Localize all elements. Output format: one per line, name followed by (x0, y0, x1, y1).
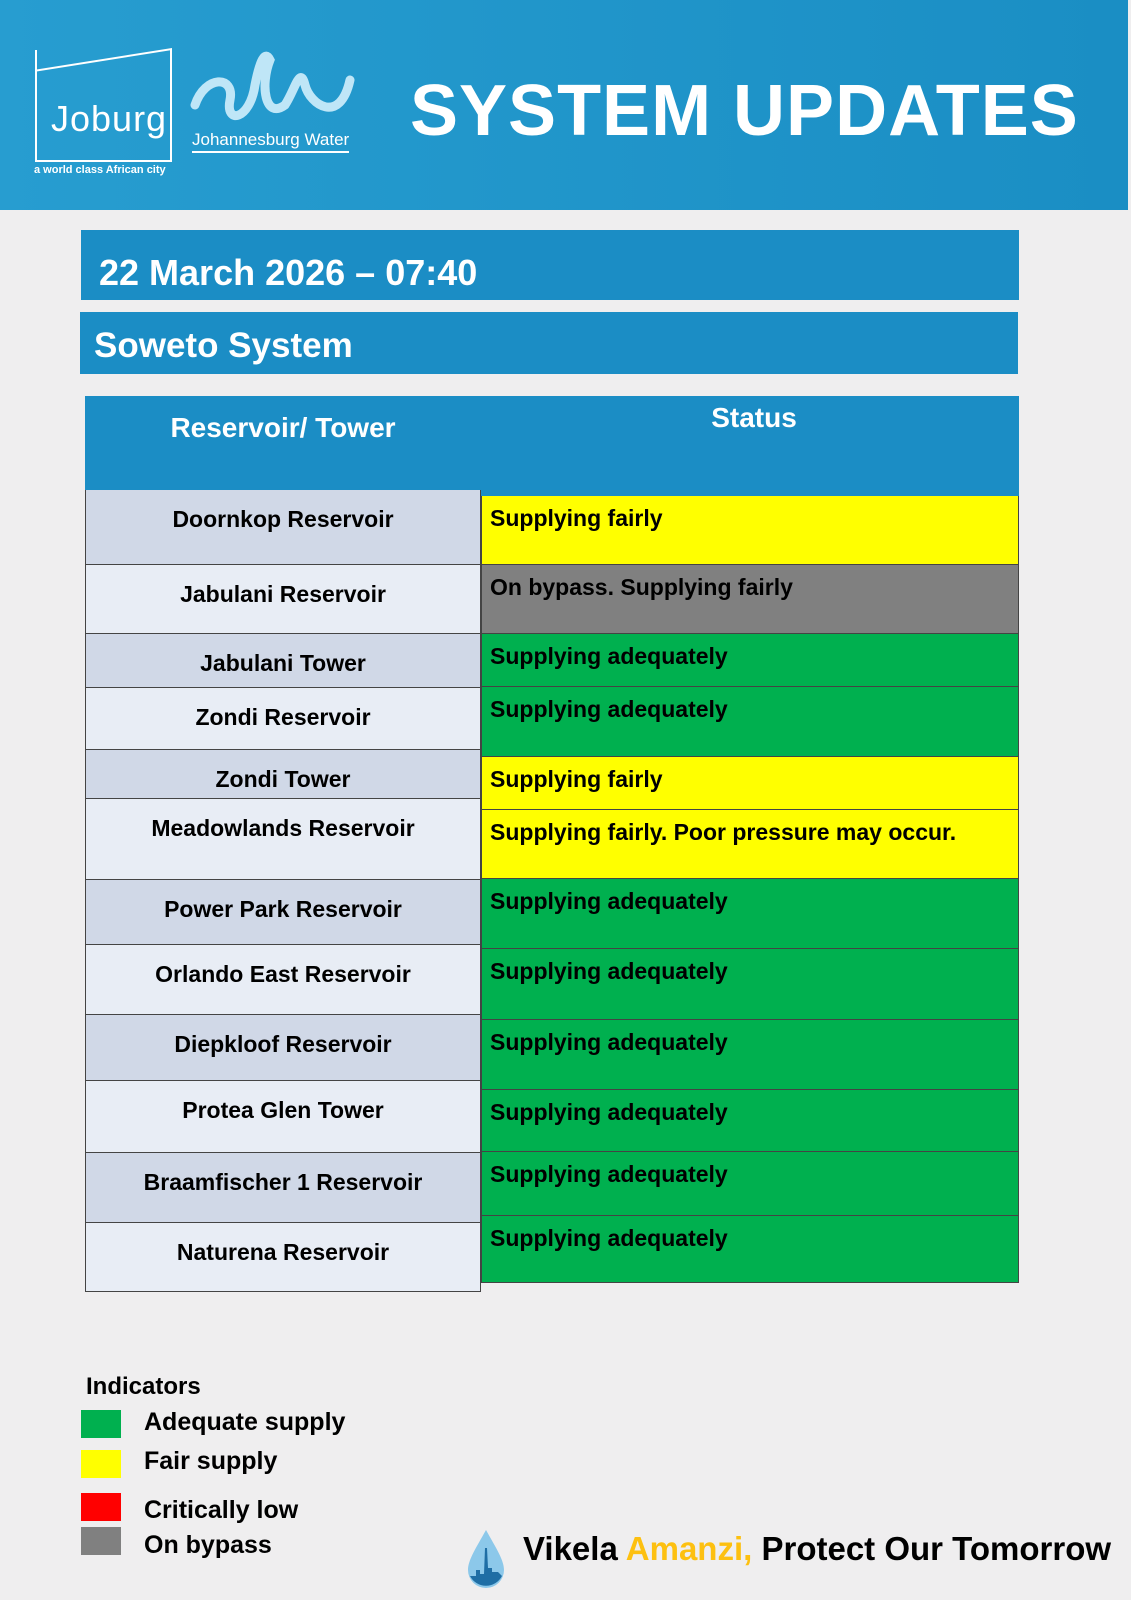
status-cell: On bypass. Supplying fairly (481, 565, 1019, 634)
legend-label: On bypass (144, 1531, 272, 1559)
legend-swatch (81, 1527, 121, 1555)
legend-swatch (81, 1493, 121, 1521)
header-banner: Joburg a world class African city Johann… (0, 0, 1128, 210)
legend-label: Adequate supply (144, 1408, 346, 1436)
status-cell: Supplying adequately (481, 1152, 1019, 1216)
system-banner: Soweto System (80, 312, 1018, 374)
johannesburg-water-wave-icon (190, 51, 355, 121)
reservoir-name: Orlando East Reservoir (85, 945, 481, 1015)
reservoir-name: Naturena Reservoir (85, 1223, 481, 1292)
status-cell: Supplying adequately (481, 949, 1019, 1020)
reservoir-name: Jabulani Reservoir (85, 565, 481, 634)
reservoir-name: Jabulani Tower (85, 634, 481, 688)
status-cell: Supplying adequately (481, 1216, 1019, 1283)
reservoir-name: Diepkloof Reservoir (85, 1015, 481, 1081)
status-cell: Supplying adequately (481, 1020, 1019, 1090)
joburg-logo-text: Joburg (51, 98, 168, 139)
header-reservoir: Reservoir/ Tower (85, 396, 481, 490)
status-cell: Supplying adequately (481, 879, 1019, 949)
status-cell: Supplying fairly (481, 757, 1019, 810)
status-cell: Supplying adequately (481, 634, 1019, 687)
legend-label: Critically low (144, 1496, 299, 1524)
reservoir-name: Zondi Tower (85, 750, 481, 799)
reservoir-column: Reservoir/ Tower Doornkop Reservoir Jabul… (85, 396, 481, 1292)
status-cell: Supplying fairly. Poor pressure may occu… (481, 810, 1019, 879)
header-status: Status (481, 396, 1019, 496)
slogan-accent: Amanzi, (625, 1530, 753, 1567)
reservoir-name: Doornkop Reservoir (85, 490, 481, 565)
indicators-title: Indicators (86, 1373, 201, 1400)
slogan: Vikela Amanzi, Protect Our Tomorrow (523, 1530, 1111, 1568)
reservoir-name: Zondi Reservoir (85, 688, 481, 750)
status-cell: Supplying adequately (481, 1090, 1019, 1152)
status-column: Status Supplying fairly On bypass. Supply… (481, 396, 1019, 1283)
status-cell: Supplying fairly (481, 496, 1019, 565)
water-drop-city-icon (468, 1530, 504, 1588)
reservoir-name: Braamfischer 1 Reservoir (85, 1153, 481, 1223)
date-banner: 22 March 2026 – 07:40 (81, 230, 1019, 300)
reservoir-name: Power Park Reservoir (85, 880, 481, 945)
status-cell: Supplying adequately (481, 687, 1019, 757)
legend-swatch (81, 1450, 121, 1478)
reservoir-name: Meadowlands Reservoir (85, 799, 481, 880)
legend-swatch (81, 1410, 121, 1438)
slogan-part1: Vikela (523, 1530, 626, 1567)
slogan-part3: Protect Our Tomorrow (752, 1530, 1112, 1567)
legend-label: Fair supply (144, 1447, 278, 1475)
tagline: a world class African city (34, 164, 166, 176)
joburg-logo: Joburg (35, 50, 172, 162)
page-title: SYSTEM UPDATES (410, 71, 1079, 151)
reservoir-name: Protea Glen Tower (85, 1081, 481, 1153)
johannesburg-water-logo-text: Johannesburg Water (192, 130, 350, 153)
